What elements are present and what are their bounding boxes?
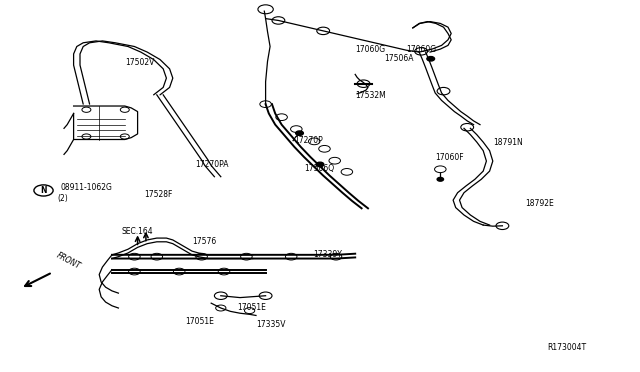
- Text: 17506Q: 17506Q: [304, 164, 334, 173]
- Text: 17060G: 17060G: [406, 45, 436, 54]
- Text: (2): (2): [58, 194, 68, 203]
- Text: SEC.164: SEC.164: [122, 227, 153, 236]
- Text: 17335V: 17335V: [256, 320, 285, 329]
- Text: 18791N: 18791N: [493, 138, 522, 147]
- Text: 17339Y: 17339Y: [314, 250, 342, 259]
- Text: 17051E: 17051E: [186, 317, 214, 326]
- Text: 17532M: 17532M: [355, 92, 386, 100]
- Text: 17270PA: 17270PA: [195, 160, 228, 169]
- Text: 17270P: 17270P: [294, 136, 323, 145]
- Circle shape: [437, 177, 444, 181]
- Text: R173004T: R173004T: [547, 343, 586, 352]
- Text: 17576: 17576: [192, 237, 216, 246]
- Text: 17502V: 17502V: [125, 58, 154, 67]
- Text: FRONT: FRONT: [55, 251, 82, 271]
- Circle shape: [316, 162, 324, 167]
- Text: 17060G: 17060G: [355, 45, 385, 54]
- Text: 17506A: 17506A: [384, 54, 413, 63]
- Circle shape: [296, 131, 303, 135]
- Text: 17051E: 17051E: [237, 304, 266, 312]
- Text: N: N: [40, 186, 47, 195]
- Text: 08911-1062G: 08911-1062G: [61, 183, 113, 192]
- Circle shape: [427, 57, 435, 61]
- Text: 17060F: 17060F: [435, 153, 464, 162]
- Text: 18792E: 18792E: [525, 199, 554, 208]
- Text: 17528F: 17528F: [144, 190, 172, 199]
